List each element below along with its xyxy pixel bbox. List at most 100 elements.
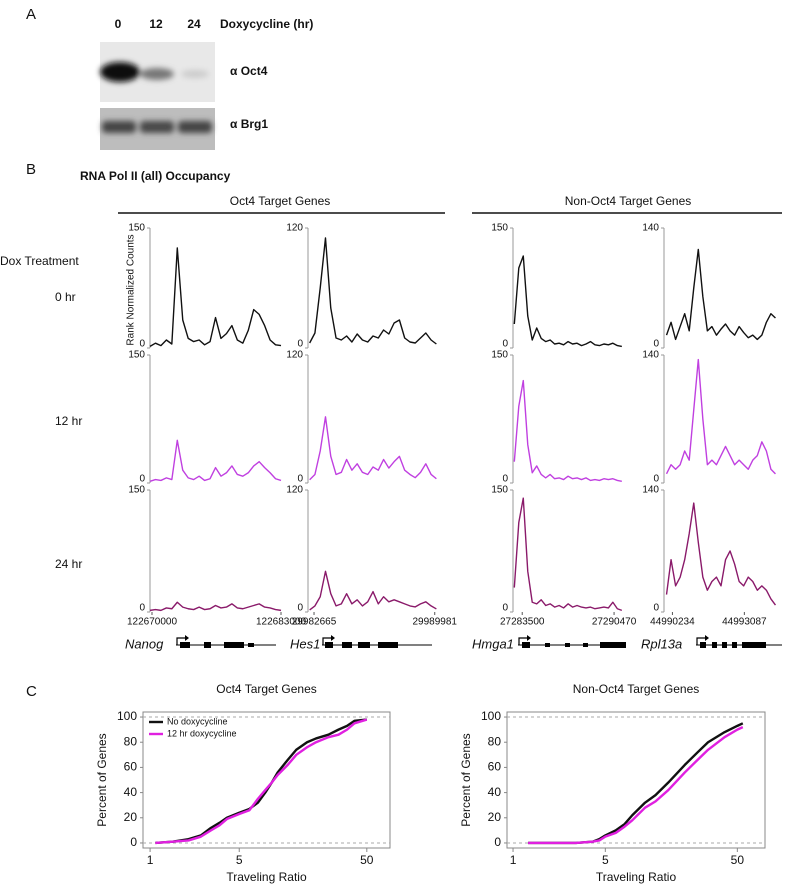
x-tick-label: 50	[360, 853, 374, 867]
x-tick-label: 1	[147, 853, 154, 867]
x-tick-label: 122670000	[127, 617, 177, 628]
y-tick-label: 0	[653, 474, 659, 485]
x-tick-label: 5	[236, 853, 243, 867]
occupancy-trace	[309, 570, 437, 611]
occupancy-trace	[309, 237, 437, 345]
x-axis-label: Traveling Ratio	[226, 870, 307, 884]
occupancy-trace	[665, 248, 776, 341]
y-tick-label: 100	[481, 709, 501, 723]
y-tick-label: 150	[491, 223, 508, 234]
y-tick-label: 140	[642, 485, 659, 496]
lane-label: 12	[149, 17, 163, 31]
x-tick-label: 29982665	[292, 617, 337, 628]
x-tick-label: 44990234	[650, 617, 695, 628]
y-tick-label: 20	[488, 810, 502, 824]
panel-title: RNA Pol II (all) Occupancy	[80, 169, 231, 183]
y-tick-label: 0	[653, 339, 659, 350]
y-tick-label: 0	[130, 835, 137, 849]
oct4-bands	[100, 62, 209, 82]
occupancy-trace	[149, 439, 282, 482]
chart-title: Non-Oct4 Target Genes	[573, 682, 700, 696]
x-tick-label: 44993087	[722, 617, 767, 628]
cumulative-curve	[528, 722, 744, 845]
y-tick-label: 60	[124, 760, 138, 774]
panel-letter: B	[26, 161, 36, 178]
y-tick-label: 120	[286, 350, 303, 361]
panel-letter: A	[26, 6, 36, 23]
blot-label: α Oct4	[230, 64, 268, 78]
plot-frame	[506, 711, 766, 849]
row-header: Dox Treatment	[0, 254, 79, 268]
y-tick-label: 0	[139, 339, 145, 350]
y-tick-label: 150	[491, 350, 508, 361]
y-tick-label: 0	[297, 474, 303, 485]
group-title: Non-Oct4 Target Genes	[565, 194, 692, 208]
y-tick-label: 20	[124, 810, 138, 824]
y-tick-label: 0	[502, 474, 508, 485]
y-tick-label: 80	[124, 734, 138, 748]
y-tick-label: 0	[494, 835, 501, 849]
gene-name: Nanog	[125, 636, 164, 651]
lane-label: 24	[187, 17, 201, 31]
y-tick-label: 60	[488, 760, 502, 774]
group-title: Oct4 Target Genes	[230, 194, 331, 208]
y-tick-label: 150	[128, 223, 145, 234]
treatment-label: Doxycycline (hr)	[220, 17, 313, 31]
x-tick-label: 29989981	[412, 617, 457, 628]
gene-name: Rpl13a	[641, 636, 682, 651]
y-axis-label: Percent of Genes	[95, 733, 109, 826]
occupancy-trace	[513, 497, 623, 612]
x-tick-label: 27290470	[592, 617, 637, 628]
y-tick-label: 0	[139, 603, 145, 614]
cumulative-curve	[155, 718, 368, 845]
y-tick-label: 140	[642, 350, 659, 361]
chart-title: Oct4 Target Genes	[216, 682, 317, 696]
legend-label: 12 hr doxycycline	[167, 728, 237, 738]
y-tick-label: 0	[297, 603, 303, 614]
gene-models: Nanog Hes1 Hmga1 Rpl13a	[125, 635, 782, 651]
y-tick-label: 100	[117, 709, 137, 723]
occupancy-trace	[665, 358, 776, 475]
gene-name: Hes1	[290, 636, 320, 651]
y-tick-label: 150	[128, 485, 145, 496]
y-tick-label: 150	[491, 485, 508, 496]
blot-label: α Brg1	[230, 117, 268, 131]
row-label: 24 hr	[55, 557, 82, 571]
y-tick-label: 120	[286, 223, 303, 234]
y-tick-label: 120	[286, 485, 303, 496]
y-tick-label: 0	[653, 603, 659, 614]
y-tick-label: 0	[502, 603, 508, 614]
y-tick-label: 0	[139, 474, 145, 485]
x-tick-label: 27283500	[500, 617, 545, 628]
occupancy-trace	[665, 502, 777, 606]
gene-name: Hmga1	[472, 636, 514, 651]
x-axis-label: Traveling Ratio	[596, 870, 677, 884]
plot-frame	[142, 711, 391, 849]
y-tick-label: 140	[642, 223, 659, 234]
row-label: 12 hr	[55, 414, 82, 428]
lane-label: 0	[115, 17, 122, 31]
y-tick-label: 80	[488, 734, 502, 748]
panel-letter: C	[26, 683, 37, 700]
y-axis-label: Rank Normalized Counts	[126, 234, 137, 345]
x-tick-label: 5	[602, 853, 609, 867]
y-tick-label: 40	[124, 785, 138, 799]
occupancy-trace	[513, 379, 622, 482]
legend-label: No doxycycline	[167, 716, 228, 726]
y-tick-label: 0	[297, 339, 303, 350]
y-tick-label: 0	[502, 339, 508, 350]
occupancy-trace	[149, 247, 282, 348]
x-tick-label: 1	[510, 853, 517, 867]
x-tick-label: 122683000	[256, 617, 306, 628]
row-label: 0 hr	[55, 290, 76, 304]
y-tick-label: 40	[488, 785, 502, 799]
occupancy-trace	[149, 601, 282, 612]
y-axis-label: Percent of Genes	[459, 733, 473, 826]
occupancy-trace	[513, 255, 622, 348]
x-tick-label: 50	[731, 853, 745, 867]
y-tick-label: 150	[128, 350, 145, 361]
cumulative-curve	[528, 726, 744, 845]
occupancy-trace	[309, 416, 437, 481]
brg1-bands	[102, 121, 212, 133]
